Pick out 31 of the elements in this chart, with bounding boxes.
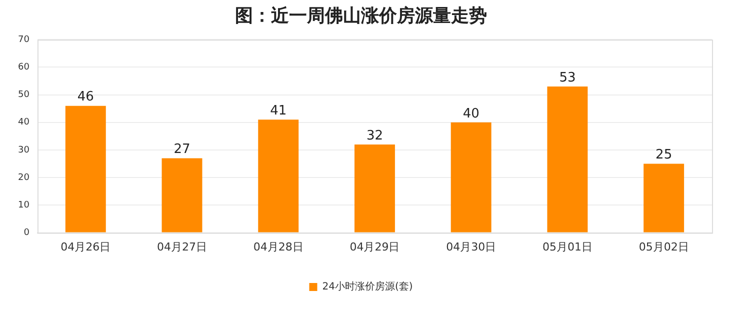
y-tick-label: 70 — [18, 34, 30, 45]
x-tick-label: 04月30日 — [446, 240, 496, 254]
bar — [162, 158, 202, 232]
y-tick-label: 30 — [18, 145, 30, 156]
data-label: 53 — [559, 70, 576, 86]
x-tick-label: 04月28日 — [253, 240, 304, 254]
y-tick-label: 50 — [18, 90, 30, 100]
bar — [547, 86, 588, 232]
bar — [65, 106, 106, 232]
data-label: 40 — [462, 106, 480, 122]
data-label: 41 — [270, 104, 287, 119]
y-tick-label: 60 — [18, 62, 30, 73]
x-tick-label: 05月01日 — [542, 240, 592, 254]
x-tick-label: 04月27日 — [157, 240, 207, 254]
bar — [258, 120, 299, 232]
bar — [644, 164, 684, 232]
legend-label: 24小时涨价房源(套) — [322, 280, 413, 293]
y-tick-label: 40 — [18, 118, 30, 128]
data-label: 27 — [174, 142, 190, 158]
bar — [354, 144, 395, 232]
x-tick-label: 04月29日 — [350, 240, 400, 254]
data-label: 25 — [656, 148, 672, 163]
chart-title: 图：近一周佛山涨价房源量走势 — [235, 5, 487, 26]
bar — [450, 122, 492, 232]
y-tick-label: 0 — [24, 228, 30, 238]
y-tick-label: 20 — [18, 172, 30, 183]
x-tick-label: 04月26日 — [60, 240, 111, 254]
y-tick-label: 10 — [18, 200, 30, 211]
data-label: 46 — [77, 90, 94, 105]
data-label: 32 — [366, 128, 383, 144]
x-tick-label: 05月02日 — [638, 240, 689, 254]
